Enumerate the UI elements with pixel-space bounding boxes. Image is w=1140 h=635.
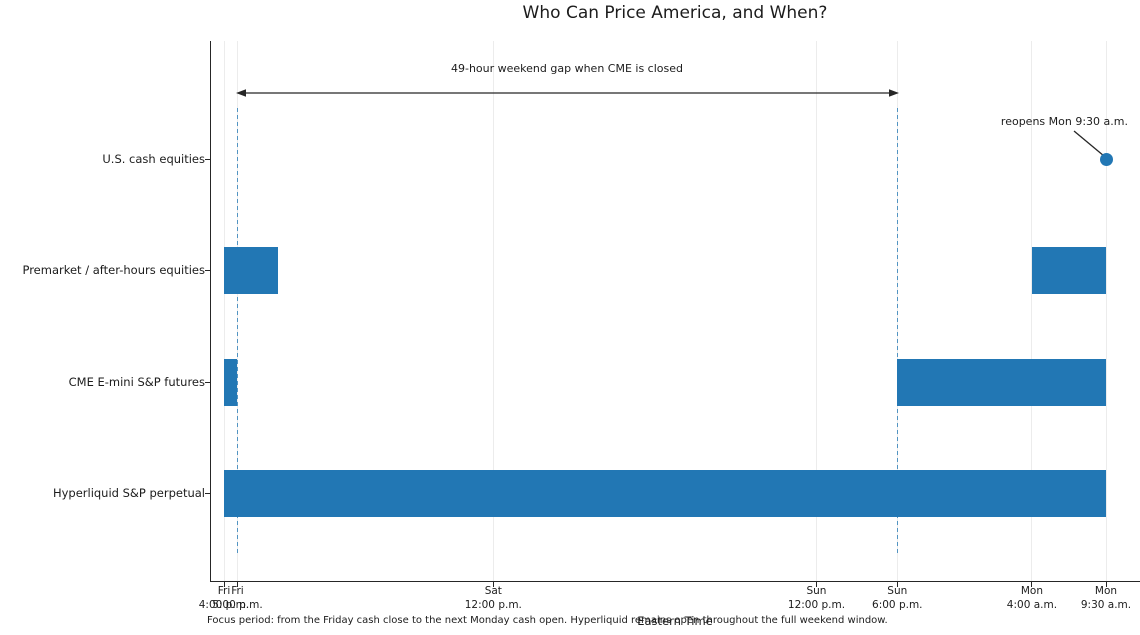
y-tick-label: U.S. cash equities xyxy=(102,152,205,166)
x-tick-label: Sat 12:00 p.m. xyxy=(433,585,553,612)
x-tick-label-time: 4:00 a.m. xyxy=(1006,598,1058,611)
x-tick-mark xyxy=(1105,582,1107,587)
gantt-bar xyxy=(897,358,1106,406)
x-axis-label: Eastern Time xyxy=(637,614,713,628)
x-tick-mark xyxy=(1031,582,1033,587)
x-tick-label-day: Sun xyxy=(806,585,827,597)
y-tick-label: Premarket / after-hours equities xyxy=(22,263,205,278)
x-tick-label-day: Fri xyxy=(231,585,244,597)
x-tick-label-day: Fri xyxy=(217,585,231,597)
x-tick-label: Fri 5:00 p.m. xyxy=(177,585,297,612)
x-tick-label: Sun 6:00 p.m. xyxy=(837,585,957,612)
y-tick-mark xyxy=(205,492,210,494)
reopen-annotation-label: reopens Mon 9:30 a.m. xyxy=(1000,115,1128,128)
x-tick-mark xyxy=(815,582,817,587)
x-gridline xyxy=(223,41,225,581)
x-tick-label: Fri 4:00 p.m. xyxy=(164,585,284,612)
reopen-marker-dot xyxy=(1099,152,1113,166)
x-gridline xyxy=(1031,41,1033,581)
y-tick-label: Hyperliquid S&P perpetual xyxy=(52,485,205,500)
x-tick-label-time: 12:00 p.m. xyxy=(464,598,522,611)
x-tick-label-day: Sat xyxy=(484,585,502,597)
gap-annotation-label: 49-hour weekend gap when CME is closed xyxy=(450,62,684,75)
x-axis-spine xyxy=(210,581,1140,583)
y-tick-label: CME E-mini S&P futures xyxy=(68,374,205,389)
gantt-bar xyxy=(224,247,278,295)
y-tick-mark xyxy=(205,159,210,160)
x-tick-mark xyxy=(896,582,898,587)
gantt-bar xyxy=(224,469,1106,517)
x-tick-label-time: 4:00 p.m. xyxy=(198,598,250,611)
gantt-bar xyxy=(224,358,238,406)
x-gridline xyxy=(1105,41,1107,581)
y-tick-mark xyxy=(205,270,210,272)
gantt-bar xyxy=(1031,247,1106,295)
x-tick-label: Mon 9:30 a.m. xyxy=(1046,585,1140,612)
x-tick-label-day: Mon xyxy=(1020,585,1043,597)
gap-boundary-dashed-line xyxy=(896,108,898,556)
x-gridline xyxy=(492,41,494,581)
chart-title: Who Can Price America, and When? xyxy=(522,3,828,23)
x-tick-mark xyxy=(223,582,225,587)
x-tick-label-day: Mon xyxy=(1094,585,1118,597)
x-tick-label-time: 12:00 p.m. xyxy=(787,598,846,611)
x-tick-label-time: 5:00 p.m. xyxy=(212,598,263,611)
x-tick-label: Sun 12:00 p.m. xyxy=(756,585,876,612)
x-tick-label-time: 9:30 a.m. xyxy=(1080,598,1132,611)
x-tick-label: Mon 4:00 a.m. xyxy=(972,585,1092,612)
figure-caption: Focus period: from the Friday cash close… xyxy=(207,614,888,626)
y-tick-mark xyxy=(205,381,210,383)
gap-arrow-icon xyxy=(236,89,899,97)
x-tick-label-day: Sun xyxy=(887,585,908,597)
x-gridline xyxy=(815,41,817,581)
reopen-annotation-leader-line xyxy=(1073,130,1105,157)
gap-boundary-dashed-line xyxy=(236,108,239,556)
x-tick-mark xyxy=(492,582,494,587)
x-tick-label-time: 6:00 p.m. xyxy=(872,598,923,611)
x-tick-mark xyxy=(236,582,238,587)
y-axis-spine xyxy=(210,41,212,582)
